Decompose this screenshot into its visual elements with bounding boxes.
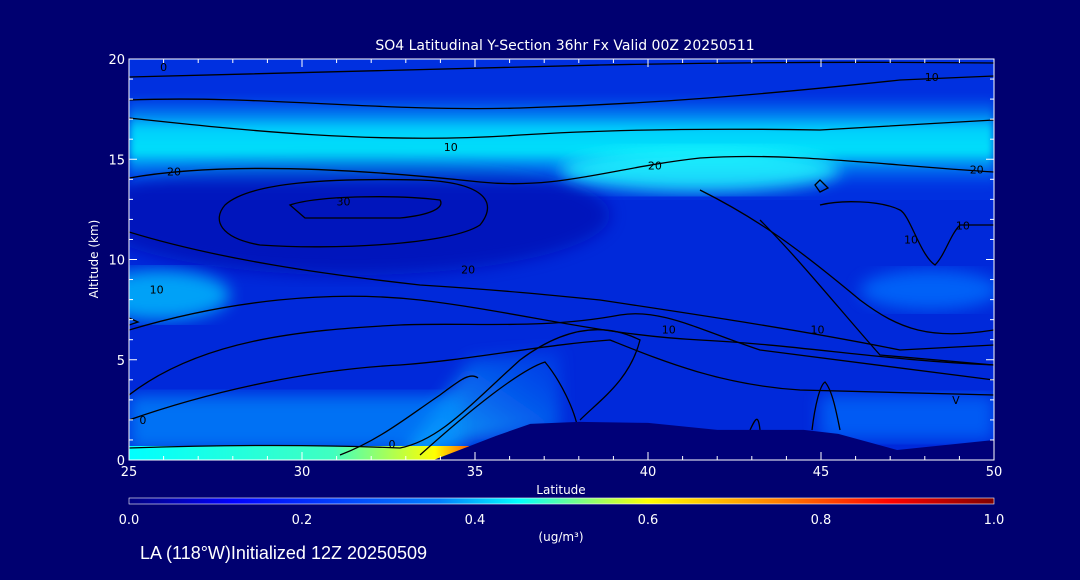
plot-area: 0 10 10 20 20 20 30 20 10 10 10 10 10 0 0 V bbox=[129, 59, 994, 460]
colorbar bbox=[128, 497, 995, 505]
contour-20-loop bbox=[218, 178, 489, 248]
y-axis-label: Altitude (km) bbox=[87, 220, 101, 299]
contour-label: 20 bbox=[461, 264, 475, 277]
contour-line bbox=[339, 375, 479, 456]
contour-line bbox=[129, 328, 641, 449]
contour-label: 0 bbox=[139, 414, 146, 427]
colorbar-tick-label: 0.6 bbox=[638, 513, 659, 528]
field-upper-band bbox=[129, 95, 994, 190]
contour-line bbox=[129, 75, 994, 110]
terrain-mask bbox=[129, 421, 994, 460]
y-tick-labels: 0 5 10 15 20 bbox=[108, 53, 125, 469]
contour-label: 10 bbox=[444, 141, 458, 154]
contour-line bbox=[129, 155, 994, 185]
contour-line bbox=[811, 381, 841, 431]
x-tick-label: 50 bbox=[986, 465, 1003, 480]
contour-lines bbox=[129, 61, 994, 456]
x-tick-label: 45 bbox=[813, 465, 830, 480]
contour-line bbox=[699, 189, 994, 335]
colorbar-tick-label: 0.8 bbox=[811, 513, 832, 528]
contour-label: 10 bbox=[925, 71, 939, 84]
contour-line bbox=[814, 179, 830, 193]
contour-line bbox=[749, 418, 761, 431]
contour-label: 20 bbox=[648, 159, 662, 172]
field-mid-east bbox=[860, 270, 994, 310]
colorbar-tick-label: 1.0 bbox=[984, 513, 1005, 528]
colorbar-label: (ug/m³) bbox=[538, 530, 583, 544]
contour-line bbox=[819, 201, 994, 266]
x-tick-label: 30 bbox=[294, 465, 311, 480]
contour-line bbox=[129, 117, 994, 139]
contour-label: 20 bbox=[970, 163, 984, 176]
x-axis-label: Latitude bbox=[536, 483, 585, 497]
chart-title: SO4 Latitudinal Y-Section 36hr Fx Valid … bbox=[375, 38, 754, 54]
contour-label: 30 bbox=[337, 195, 351, 208]
contour-line bbox=[759, 219, 994, 366]
field-surface-band bbox=[129, 446, 469, 460]
y-tick-label: 20 bbox=[108, 53, 125, 68]
x-tick-label: 35 bbox=[467, 465, 484, 480]
field-lowlevel-west bbox=[129, 395, 459, 450]
y-tick-label: 10 bbox=[108, 254, 125, 269]
colorbar-tick-label: 0.0 bbox=[119, 513, 140, 528]
contour-label: 0 bbox=[160, 61, 167, 74]
y-tick-label: 5 bbox=[117, 354, 125, 369]
contour-label: 10 bbox=[811, 324, 825, 337]
colorbar-tick-labels: 0.0 0.2 0.4 0.6 0.8 1.0 bbox=[119, 513, 1005, 528]
x-tick-label: 25 bbox=[121, 465, 138, 480]
x-tick-labels: 25 30 35 40 45 50 bbox=[121, 465, 1003, 480]
y-tick-label: 15 bbox=[108, 153, 125, 168]
colorbar-tick-label: 0.4 bbox=[465, 513, 486, 528]
contour-label: V bbox=[952, 394, 960, 407]
contour-label: 0 bbox=[388, 438, 395, 451]
x-tick-label: 40 bbox=[640, 465, 657, 480]
field-upper-center bbox=[560, 148, 840, 192]
axis-ticks bbox=[128, 58, 995, 461]
contour-line bbox=[129, 61, 994, 78]
contour-label: 20 bbox=[167, 165, 181, 178]
contour-label: 10 bbox=[904, 233, 918, 246]
contour-label: 10 bbox=[956, 219, 970, 232]
contour-labels: 0 10 10 20 20 20 30 20 10 10 10 10 10 0 0 V bbox=[139, 61, 983, 451]
y-tick-label: 0 bbox=[117, 454, 125, 469]
contour-line bbox=[129, 313, 994, 396]
field-mid-west bbox=[129, 270, 230, 320]
contour-line bbox=[129, 231, 994, 351]
contour-30 bbox=[288, 196, 442, 219]
colorbar-tick-label: 0.2 bbox=[292, 513, 313, 528]
contour-line bbox=[129, 339, 994, 421]
footer-info: LA (118°W)Initialized 12Z 20250509 bbox=[140, 543, 428, 563]
contour-label: 10 bbox=[150, 284, 164, 297]
field-east-low bbox=[820, 395, 994, 440]
contour-line bbox=[419, 361, 579, 456]
contour-label: 10 bbox=[662, 324, 676, 337]
